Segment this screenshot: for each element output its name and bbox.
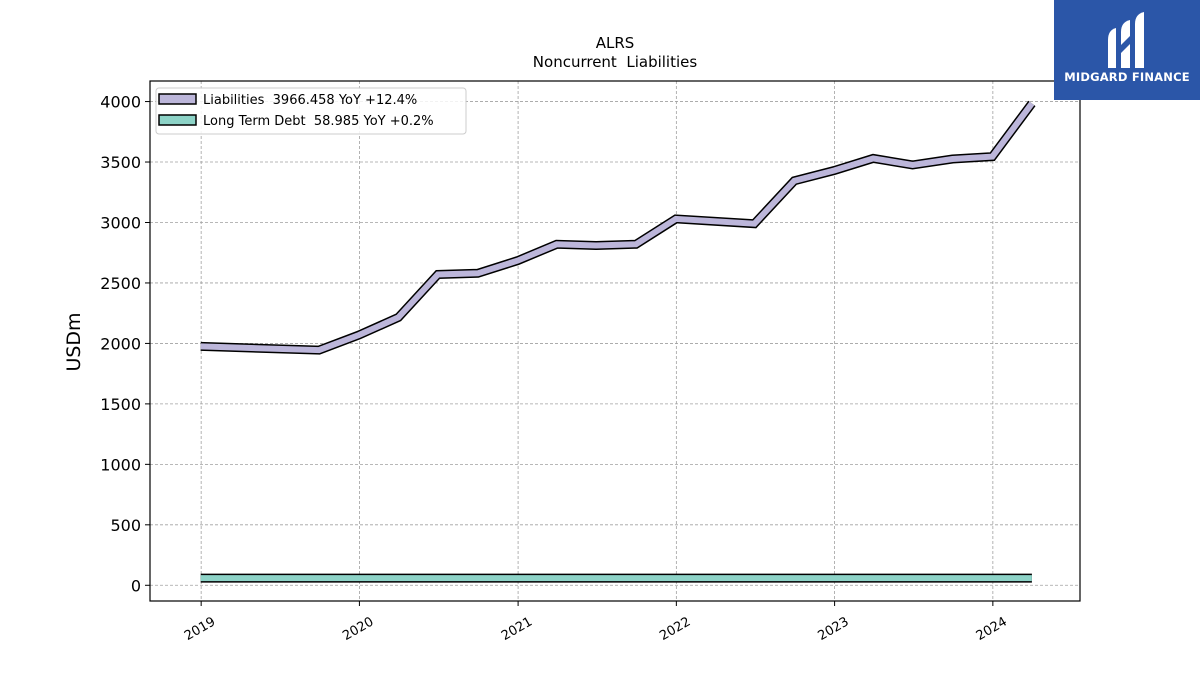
- legend: Liabilities 3966.458 YoY +12.4% Long Term…: [155, 87, 467, 135]
- chart-subtitle: Noncurrent Liabilities: [533, 53, 698, 71]
- x-tick-label: 2024: [974, 614, 1010, 644]
- y-tick-label: 1000: [100, 455, 141, 474]
- y-axis: 0 500 1000 1500 2000 2500 3000 3500 4000: [100, 93, 150, 595]
- y-tick-label: 2500: [100, 274, 141, 293]
- series-layer: [200, 100, 1036, 583]
- legend-swatch: [158, 93, 197, 105]
- y-tick-label: 3500: [100, 153, 141, 172]
- logo-mark-icon: [1108, 12, 1144, 68]
- legend-label: Liabilities 3966.458 YoY +12.4%: [203, 93, 417, 108]
- plot-frame: [149, 80, 1081, 602]
- grid-lines: [150, 81, 1080, 601]
- y-tick-label: 4000: [100, 93, 141, 112]
- y-axis-label: USDm: [63, 312, 85, 371]
- y-tick-label: 0: [131, 576, 141, 595]
- y-tick-label: 2000: [100, 334, 141, 353]
- chart-title: ALRS: [596, 34, 635, 52]
- brand-logo: MIDGARD FINANCE: [1054, 0, 1200, 100]
- legend-swatch: [158, 114, 197, 126]
- legend-label: Long Term Debt 58.985 YoY +0.2%: [203, 114, 434, 129]
- y-tick-label: 3000: [100, 213, 141, 232]
- series-line: [200, 101, 1035, 354]
- x-tick-label: 2023: [815, 614, 851, 644]
- legend-box: [155, 87, 467, 135]
- x-axis: 2019 2020 2021 2022 2023 2024: [182, 601, 1010, 644]
- series-outline: [200, 100, 1036, 355]
- logo-text: MIDGARD FINANCE: [1064, 70, 1190, 84]
- x-tick-label: 2022: [657, 614, 693, 644]
- y-tick-label: 1500: [100, 395, 141, 414]
- x-tick-label: 2021: [499, 614, 535, 644]
- y-tick-label: 500: [110, 516, 141, 535]
- x-tick-label: 2020: [340, 614, 376, 644]
- series-liabilities: [200, 100, 1036, 355]
- x-tick-label: 2019: [182, 614, 218, 644]
